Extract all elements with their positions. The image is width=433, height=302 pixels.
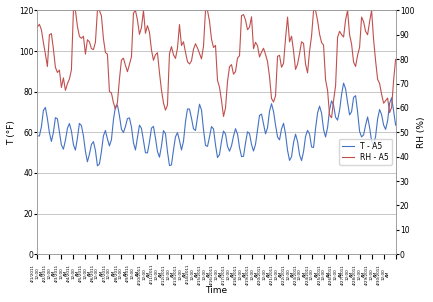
T - A5 [173, 135, 178, 139]
T - A5 [77, 121, 82, 125]
Y-axis label: RH (%): RH (%) [417, 117, 426, 148]
RH - A5 [79, 37, 84, 40]
T - A5 [95, 164, 100, 168]
T - A5 [111, 118, 116, 122]
RH - A5 [385, 96, 390, 100]
T - A5 [357, 130, 362, 133]
X-axis label: Time: Time [205, 286, 228, 295]
T - A5 [41, 109, 46, 112]
RH - A5 [35, 25, 40, 29]
T - A5 [35, 134, 40, 138]
Legend: T - A5, RH - A5: T - A5, RH - A5 [339, 139, 392, 165]
RH - A5 [393, 58, 398, 61]
T - A5 [385, 119, 390, 123]
Y-axis label: T (°F): T (°F) [7, 120, 16, 145]
T - A5 [341, 81, 346, 85]
T - A5 [393, 123, 398, 127]
RH - A5 [41, 41, 46, 44]
RH - A5 [357, 46, 362, 49]
RH - A5 [173, 57, 178, 60]
Line: RH - A5: RH - A5 [37, 11, 396, 118]
Line: T - A5: T - A5 [37, 83, 396, 166]
RH - A5 [329, 116, 334, 120]
RH - A5 [111, 101, 116, 104]
RH - A5 [71, 9, 76, 12]
